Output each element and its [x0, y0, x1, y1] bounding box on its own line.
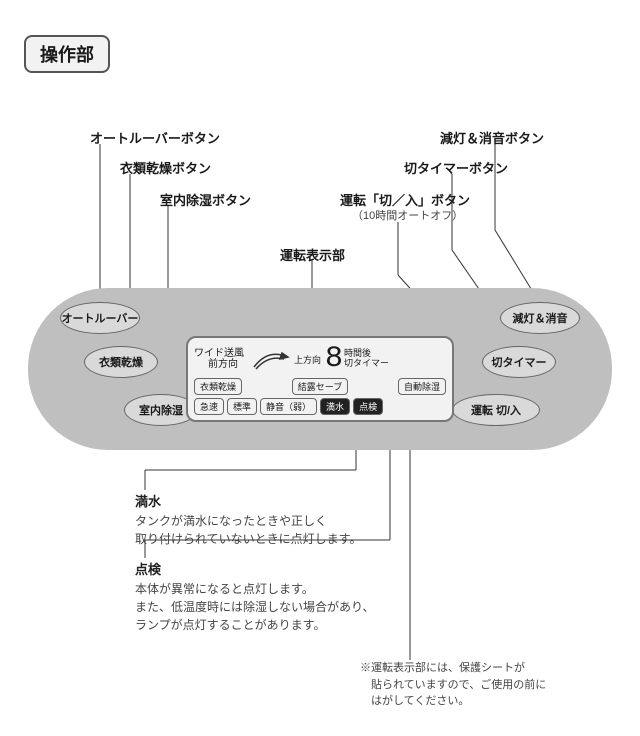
note-inspect: 点検 本体が異常になると点灯します。 また、低温度時には除湿しない場合があり、 … [135, 560, 375, 634]
speed-std: 標準 [227, 398, 257, 415]
disp-up: 上方向 [294, 353, 321, 366]
label-clothes-dry: 衣類乾燥ボタン [120, 158, 211, 177]
off-timer-button[interactable]: 切タイマー [482, 346, 556, 378]
indicator-full: 満水 [320, 398, 350, 415]
clothes-dry-button[interactable]: 衣類乾燥 [84, 346, 158, 378]
section-title: 操作部 [24, 35, 110, 73]
mode-clothes: 衣類乾燥 [194, 378, 242, 395]
label-auto-louver: オートルーバーボタン [90, 128, 220, 147]
speed-quiet: 静音（弱） [260, 398, 317, 415]
control-panel: オートルーバー 衣類乾燥 室内除湿 減灯＆消音 切タイマー 運転 切/入 ワイド… [28, 288, 612, 450]
label-room-dehum: 室内除湿ボタン [160, 190, 251, 209]
label-dim-mute: 減灯＆消音ボタン [440, 128, 544, 147]
power-button[interactable]: 運転 切/入 [452, 394, 540, 426]
operation-display: ワイド送風 前方向 上方向 8 時間後 切タイマー 衣類乾燥 結露セーブ 自動除… [186, 336, 454, 422]
disp-timer-labels: 時間後 切タイマー [344, 349, 389, 369]
disp-wide: ワイド送風 前方向 [194, 348, 244, 370]
mode-cond: 結露セーブ [292, 378, 348, 395]
auto-louver-button[interactable]: オートルーバー [60, 302, 140, 334]
note-full: 満水 タンクが満水になったときや正しく 取り付けられていないときに点灯します。 [135, 492, 361, 548]
louver-icon [248, 345, 296, 373]
indicator-inspect: 点検 [353, 398, 383, 415]
mode-auto: 自動除湿 [398, 378, 446, 395]
footnote: ※運転表示部には、保護シートが 貼られていますので、ご使用の前に はがしてくださ… [360, 660, 546, 710]
disp-digit: 8 [325, 342, 340, 376]
label-power-sub: （10時間オートオフ） [352, 207, 463, 223]
speed-fast: 急速 [194, 398, 224, 415]
label-display: 運転表示部 [280, 245, 345, 264]
label-off-timer: 切タイマーボタン [404, 158, 508, 177]
dim-mute-button[interactable]: 減灯＆消音 [500, 302, 580, 334]
